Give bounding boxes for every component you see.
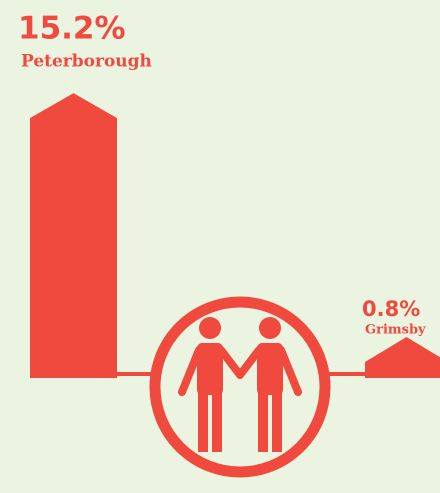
people-icon [149,296,331,478]
value-label: 15.2% [18,11,126,47]
value-label: 0.8% [362,297,420,321]
bar [365,337,440,378]
bar [30,93,117,378]
category-label: Peterborough [21,52,152,72]
category-label: Grimsby [365,323,426,338]
